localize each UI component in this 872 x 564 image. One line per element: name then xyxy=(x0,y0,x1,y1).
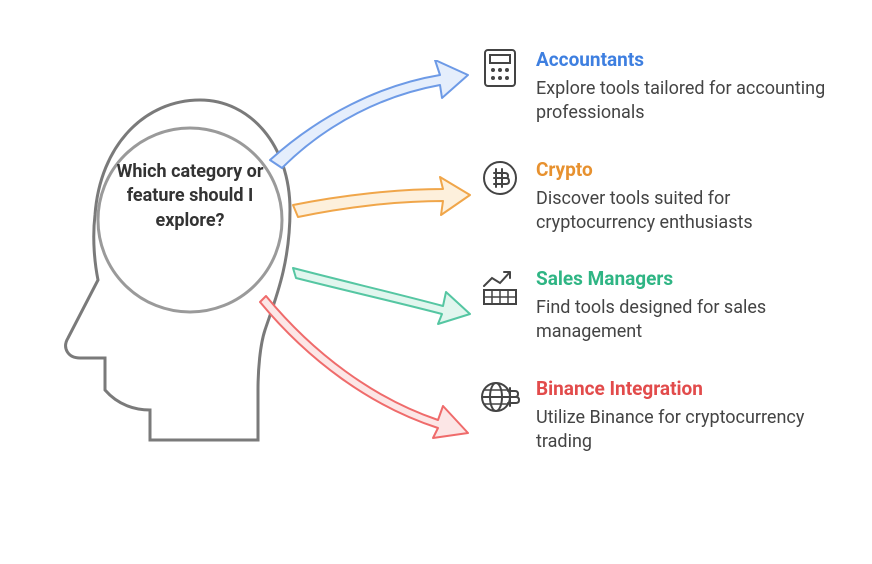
category-accountants: Accountants Explore tools tailored for a… xyxy=(480,48,840,126)
calculator-icon xyxy=(480,48,520,88)
globe-binance-icon xyxy=(480,377,520,417)
category-description: Discover tools suited for cryptocurrency… xyxy=(536,187,840,236)
category-description: Find tools designed for sales management xyxy=(536,296,840,345)
category-sales: Sales Managers Find tools designed for s… xyxy=(480,267,840,345)
head-silhouette xyxy=(40,90,300,450)
crypto-coin-icon xyxy=(480,158,520,198)
category-description: Utilize Binance for cryptocurrency tradi… xyxy=(536,406,840,455)
category-title: Accountants xyxy=(536,48,840,71)
sales-chart-icon xyxy=(480,267,520,307)
central-question: Which category or feature should I explo… xyxy=(110,160,270,233)
category-binance: Binance Integration Utilize Binance for … xyxy=(480,377,840,455)
category-description: Explore tools tailored for accounting pr… xyxy=(536,77,840,126)
category-crypto: Crypto Discover tools suited for cryptoc… xyxy=(480,158,840,236)
arrow-sales xyxy=(288,256,473,326)
category-list: Accountants Explore tools tailored for a… xyxy=(480,48,840,486)
arrow-crypto xyxy=(288,175,473,223)
category-title: Sales Managers xyxy=(536,267,840,290)
category-title: Binance Integration xyxy=(536,377,840,400)
category-title: Crypto xyxy=(536,158,840,181)
